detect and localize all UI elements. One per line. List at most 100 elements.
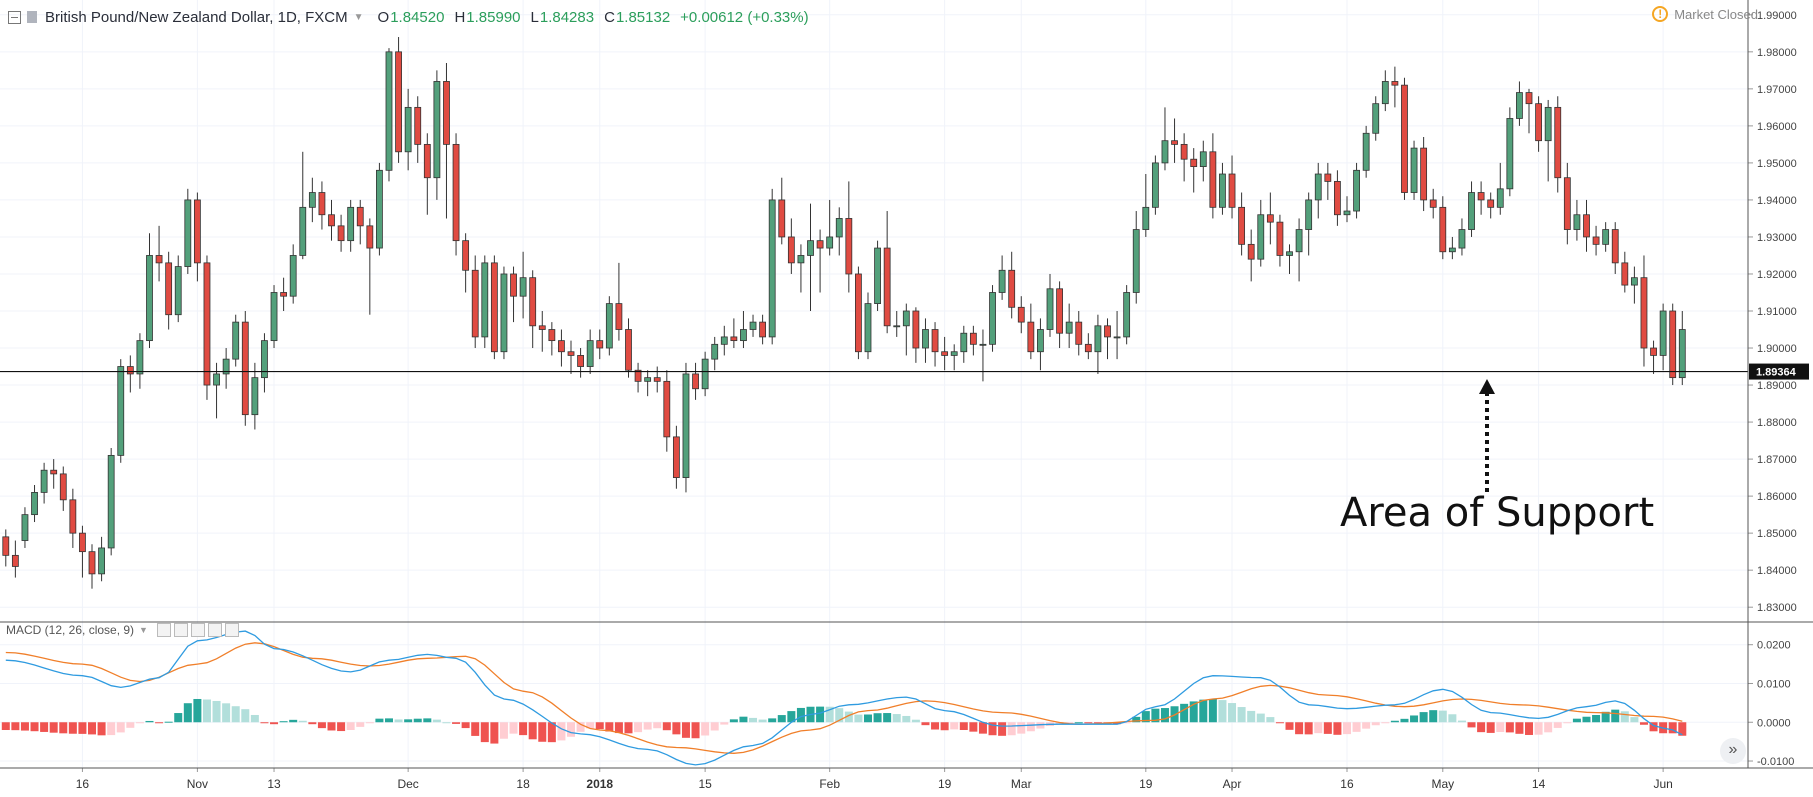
- chevron-down-icon[interactable]: ▼: [353, 11, 364, 23]
- macd-histogram-bar: [183, 703, 192, 723]
- macd-histogram-bar: [78, 722, 87, 734]
- macd-histogram-bar: [1572, 718, 1581, 723]
- macd-histogram-bar: [1256, 713, 1265, 723]
- macd-histogram-bar: [1036, 722, 1045, 729]
- time-tick-label: Mar: [1011, 777, 1032, 791]
- time-tick-label: 14: [1532, 777, 1546, 791]
- candle-up: [1410, 147, 1418, 193]
- macd-histogram-bar: [241, 709, 250, 723]
- macd-histogram-bar: [1199, 699, 1208, 723]
- macd-histogram-bar: [164, 721, 173, 723]
- macd-histogram-bar: [135, 722, 144, 724]
- scroll-right-icon[interactable]: »: [1720, 738, 1746, 764]
- macd-title[interactable]: MACD (12, 26, close, 9): [6, 623, 135, 637]
- candle-down: [1247, 243, 1255, 260]
- candle-down: [1640, 277, 1648, 349]
- candle-down: [1056, 288, 1063, 334]
- macd-histogram-bar: [634, 722, 643, 733]
- macd-histogram-bar: [1381, 722, 1390, 724]
- candle-up: [376, 169, 383, 249]
- symbol-title[interactable]: British Pound/New Zealand Dollar, 1D, FX…: [45, 8, 348, 26]
- candle-up: [1094, 325, 1102, 353]
- macd-histogram-bar: [1477, 722, 1486, 733]
- candle-up: [586, 340, 594, 367]
- eye-icon[interactable]: [156, 623, 171, 637]
- candle-up: [500, 273, 508, 353]
- macd-histogram-bar: [921, 722, 930, 726]
- macd-histogram-bar: [844, 711, 853, 723]
- candle-down: [165, 262, 173, 316]
- macd-histogram-bar: [978, 722, 987, 734]
- macd-histogram-bar: [1467, 722, 1476, 728]
- candle-up: [40, 469, 48, 493]
- macd-histogram-bar: [787, 711, 796, 723]
- settings-icon[interactable]: [173, 623, 188, 637]
- macd-histogram-bar: [471, 722, 480, 736]
- macd-histogram-bar: [432, 719, 441, 723]
- time-tick-label: Nov: [187, 777, 208, 791]
- macd-histogram-bar: [308, 722, 317, 725]
- collapse-icon[interactable]: [8, 10, 21, 24]
- macd-histogram-bar: [1429, 710, 1438, 723]
- candle-down: [328, 214, 335, 227]
- macd-tick-label: 0.0000: [1757, 717, 1791, 729]
- flag-icon: [27, 11, 37, 23]
- candle-down: [1104, 325, 1111, 338]
- candle-up: [107, 454, 115, 549]
- macd-histogram-bar: [739, 716, 748, 723]
- candle-down: [529, 277, 537, 327]
- macd-histogram-bar: [1007, 722, 1016, 736]
- market-status[interactable]: ! Market Closed: [1652, 6, 1758, 22]
- macd-histogram-bar: [825, 706, 834, 723]
- more-icon[interactable]: [207, 623, 222, 637]
- macd-histogram-bar: [1333, 722, 1342, 735]
- chevron-down-icon[interactable]: ▼: [139, 625, 148, 635]
- candle-down: [1621, 262, 1629, 286]
- macd-histogram-bar: [959, 722, 968, 731]
- macd-histogram-bar: [1639, 722, 1648, 725]
- candle-down: [443, 81, 450, 145]
- candle-down: [1583, 214, 1590, 238]
- open-value: 1.84520: [390, 8, 445, 26]
- candle-down: [855, 273, 862, 353]
- macd-histogram-bar: [701, 722, 710, 736]
- price-tick-label: 1.98000: [1757, 47, 1797, 59]
- candle-up: [893, 325, 901, 328]
- candle-down: [337, 225, 345, 242]
- support-annotation: Area of Support: [1340, 490, 1655, 536]
- macd-histogram-bar: [356, 722, 365, 727]
- macd-histogram-bar: [729, 719, 738, 723]
- candle-up: [1142, 206, 1150, 230]
- macd-histogram-bar: [404, 719, 413, 723]
- low-label: L: [530, 8, 539, 26]
- close-icon[interactable]: [224, 623, 239, 637]
- source-icon[interactable]: [190, 623, 205, 637]
- candle-up: [1448, 247, 1456, 253]
- candle-up: [1314, 173, 1322, 201]
- macd-histogram-bar: [1419, 712, 1428, 723]
- candle-down: [1238, 206, 1246, 245]
- candle-down: [1611, 229, 1619, 264]
- macd-histogram-bar: [931, 722, 940, 730]
- candle-up: [1132, 229, 1140, 293]
- candle-down: [845, 218, 853, 275]
- candle-down: [1324, 173, 1332, 182]
- candle-down: [615, 303, 623, 330]
- macd-histogram-bar: [538, 722, 547, 742]
- macd-histogram-bar: [452, 722, 461, 724]
- candle-up: [222, 358, 230, 375]
- macd-histogram-bar: [1601, 711, 1610, 723]
- macd-histogram-bar: [519, 722, 528, 736]
- candle-up: [98, 547, 105, 575]
- candle-down: [941, 351, 949, 356]
- candle-down: [653, 377, 661, 382]
- candle-up: [1037, 329, 1044, 353]
- candle-up: [433, 81, 441, 179]
- price-tick-label: 1.83000: [1757, 602, 1797, 614]
- macd-signal-line: [5, 642, 1683, 754]
- macd-histogram-bar: [662, 722, 671, 731]
- candle-down: [193, 199, 201, 264]
- candle-down: [1592, 236, 1600, 245]
- macd-histogram-bar: [327, 722, 336, 731]
- macd-tick-label: -0.0100: [1757, 756, 1794, 768]
